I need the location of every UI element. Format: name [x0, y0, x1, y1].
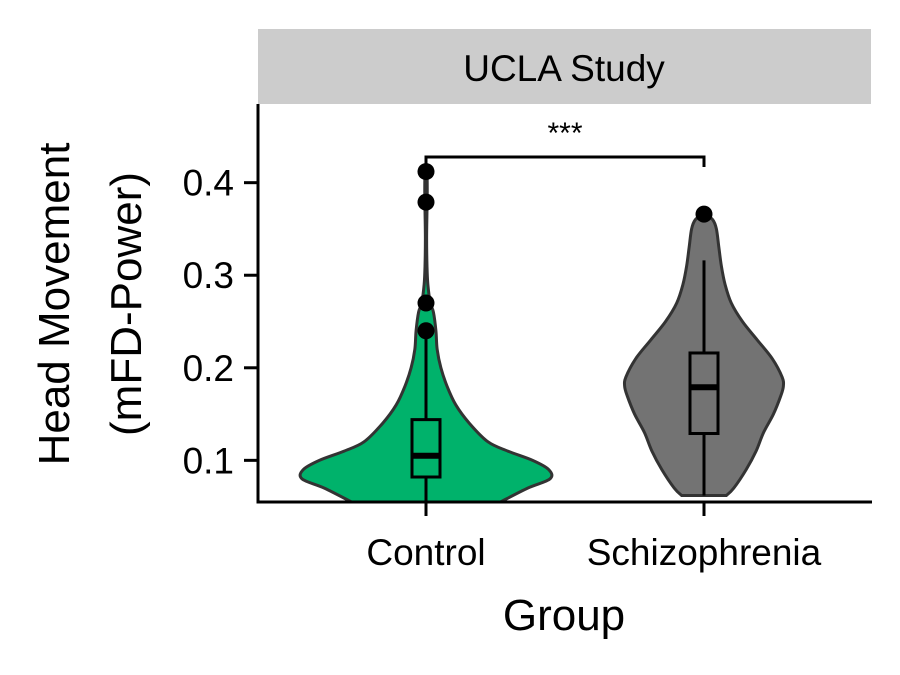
x-tick-label-control: Control [366, 532, 485, 573]
significance-bracket-line [424, 155, 706, 167]
y-axis-title-line-2: (mFD-Power) [102, 172, 151, 436]
y-axis-title-line-1: Head Movement [30, 143, 79, 466]
plot-area: *** [298, 117, 786, 504]
significance-label: *** [547, 117, 582, 150]
y-tick-label-1: 0.1 [183, 440, 234, 481]
box-schizophrenia [688, 351, 720, 436]
y-tick-label-3: 0.3 [183, 255, 234, 296]
y-axis-title: Head Movement (mFD-Power) [30, 143, 151, 466]
facet-title: UCLA Study [463, 48, 665, 89]
x-tick-label-schizophrenia: Schizophrenia [587, 532, 822, 573]
group-control [298, 163, 554, 504]
facet-strip: UCLA Study [258, 29, 871, 104]
y-tick-label-4: 0.4 [183, 163, 234, 204]
facet-strip-background [258, 29, 871, 104]
outlier-point-control-2 [417, 193, 435, 211]
axes: Control Schizophrenia 0.1 0.2 0.3 0.4 [183, 104, 872, 573]
outlier-point-schizophrenia-1 [695, 205, 713, 223]
outlier-point-control-4 [417, 322, 435, 340]
y-tick-label-2: 0.2 [183, 348, 234, 389]
group-schizophrenia [622, 205, 786, 498]
box-control [410, 418, 442, 479]
outlier-point-control-3 [417, 294, 435, 312]
significance-bracket: *** [424, 117, 706, 167]
outlier-point-control-1 [417, 163, 435, 181]
x-axis-title: Group [503, 591, 625, 640]
